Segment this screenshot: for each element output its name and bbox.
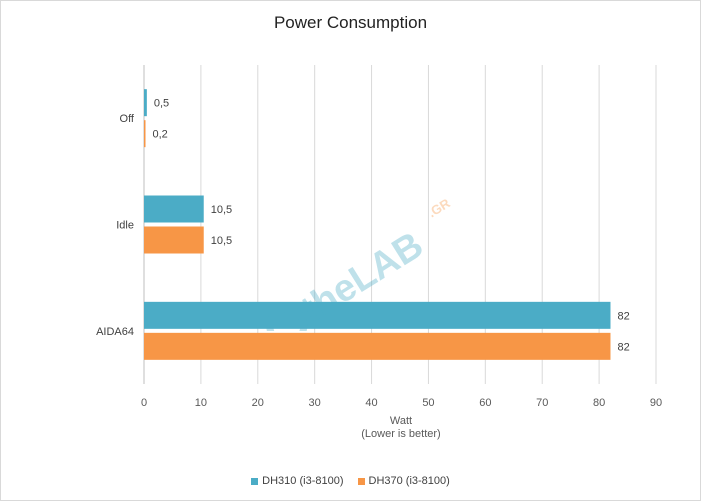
x-tick-label-90: 90 bbox=[650, 397, 662, 409]
bar-off-series-0 bbox=[144, 89, 147, 117]
legend-label-dh310: DH310 (i3-8100) bbox=[262, 475, 344, 487]
bar-off-series-1 bbox=[144, 120, 146, 148]
x-tick-label-0: 0 bbox=[141, 397, 147, 409]
x-tick-label-10: 10 bbox=[195, 397, 207, 409]
legend-item-dh370[interactable]: DH370 (i3-8100) bbox=[357, 475, 450, 487]
legend-swatch-dh370 bbox=[357, 477, 365, 485]
x-axis-label: Watt bbox=[389, 415, 413, 427]
data-label-aida64-series-0: 82 bbox=[617, 310, 629, 322]
chart-title: Power Consumption bbox=[273, 13, 428, 32]
data-label-off-series-1: 0,2 bbox=[153, 129, 168, 141]
x-tick-label-80: 80 bbox=[593, 397, 605, 409]
legend-swatch-dh310 bbox=[251, 477, 259, 485]
x-tick-label-50: 50 bbox=[422, 397, 434, 409]
x-tick-label-40: 40 bbox=[365, 397, 377, 409]
bar-aida64-series-1 bbox=[144, 332, 611, 360]
x-axis-title: Watt (Lower is better) bbox=[344, 415, 458, 441]
data-label-off-series-0: 0,5 bbox=[154, 98, 169, 110]
bar-idle-series-1 bbox=[144, 226, 204, 254]
legend: DH310 (i3-8100) DH370 (i3-8100) bbox=[1, 475, 700, 487]
legend-label-dh370: DH370 (i3-8100) bbox=[368, 475, 450, 487]
bar-aida64-series-0 bbox=[144, 301, 611, 329]
x-tick-label-70: 70 bbox=[536, 397, 548, 409]
data-label-idle-series-1: 10,5 bbox=[211, 235, 232, 247]
category-label-idle: Idle bbox=[116, 220, 134, 232]
x-tick-label-20: 20 bbox=[252, 397, 264, 409]
x-tick-label-30: 30 bbox=[309, 397, 321, 409]
data-label-aida64-series-1: 82 bbox=[617, 341, 629, 353]
category-label-aida64: AIDA64 bbox=[96, 326, 134, 338]
category-label-off: Off bbox=[120, 113, 135, 125]
x-tick-label-60: 60 bbox=[479, 397, 491, 409]
bar-idle-series-0 bbox=[144, 195, 204, 223]
legend-item-dh310[interactable]: DH310 (i3-8100) bbox=[251, 475, 344, 487]
data-label-idle-series-0: 10,5 bbox=[211, 204, 232, 216]
x-axis-note: (Lower is better) bbox=[361, 428, 441, 440]
